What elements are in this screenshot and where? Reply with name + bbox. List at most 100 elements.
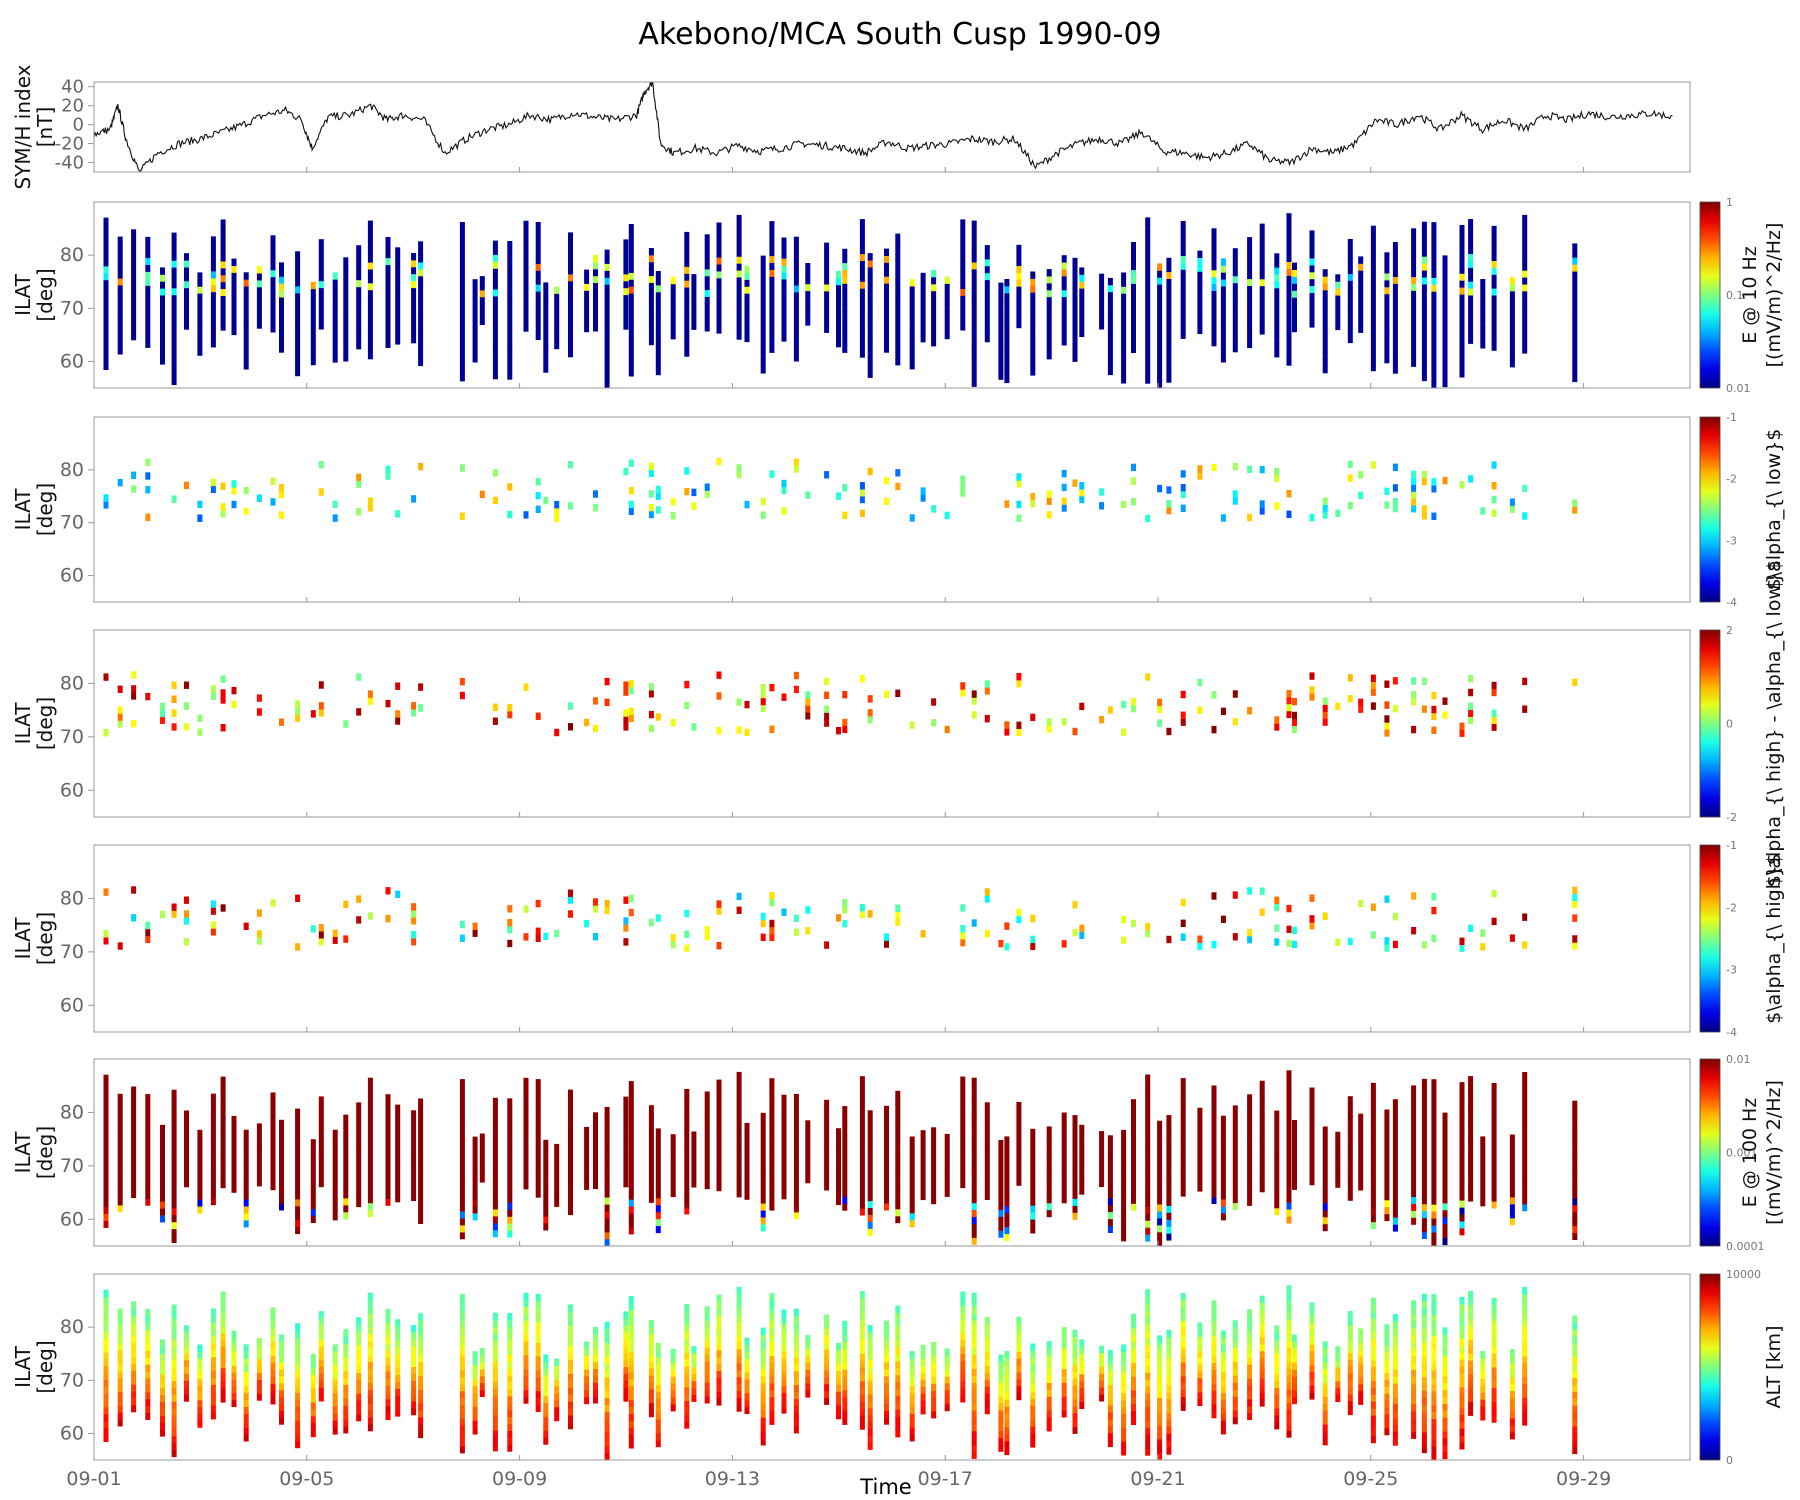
- heatmap-cell: [998, 282, 1004, 290]
- heatmap-cell: [691, 1353, 697, 1361]
- heatmap-cell: [1468, 702, 1474, 711]
- heatmap-cell: [1180, 255, 1186, 263]
- heatmap-cell: [1046, 324, 1052, 332]
- heatmap-cell: [367, 241, 373, 249]
- heatmap-cell: [1358, 1155, 1364, 1163]
- heatmap-cell: [1211, 1085, 1217, 1093]
- heatmap-cell: [1392, 913, 1398, 921]
- heatmap-cell: [1411, 1175, 1417, 1184]
- heatmap-cell: [704, 1140, 710, 1148]
- heatmap-cell: [867, 1193, 873, 1202]
- heatmap-cell: [623, 1339, 629, 1347]
- heatmap-cell: [568, 1332, 573, 1340]
- heatmap-cell: [145, 1343, 151, 1351]
- heatmap-cell: [781, 272, 787, 280]
- heatmap-cell: [781, 486, 787, 495]
- heatmap-cell: [220, 503, 226, 511]
- heatmap-cell: [332, 279, 338, 287]
- heatmap-cell: [998, 1216, 1004, 1224]
- heatmap-cell: [220, 1083, 226, 1091]
- heatmap-cell: [145, 1322, 151, 1331]
- heatmap-cell: [103, 673, 109, 681]
- heatmap-cell: [920, 307, 926, 315]
- heatmap-cell: [944, 1168, 950, 1177]
- heatmap-cell: [760, 276, 766, 284]
- heatmap-cell: [210, 1176, 216, 1185]
- heatmap-cell: [210, 333, 216, 341]
- heatmap-cell: [859, 322, 865, 331]
- heatmap-cell: [670, 498, 676, 506]
- heatmap-cell: [1442, 372, 1448, 381]
- heatmap-cell: [507, 296, 513, 304]
- heatmap-cell: [1468, 1138, 1474, 1146]
- heatmap-cell: [1131, 338, 1136, 347]
- heatmap-cell: [769, 1203, 775, 1211]
- heatmap-cell: [1247, 244, 1253, 252]
- heatmap-cell: [584, 311, 590, 319]
- heatmap-cell: [1180, 227, 1186, 236]
- heatmap-cell: [492, 1443, 498, 1452]
- heatmap-cell: [760, 1189, 766, 1197]
- heatmap-cell: [310, 1180, 316, 1189]
- heatmap-cell: [210, 1384, 216, 1392]
- heatmap-cell: [535, 1113, 541, 1122]
- heatmap-cell: [931, 1155, 937, 1163]
- heatmap-cell: [793, 1205, 799, 1213]
- heatmap-cell: [231, 300, 237, 308]
- heatmap-cell: [1107, 353, 1113, 362]
- heatmap-cell: [523, 1306, 529, 1314]
- heatmap-cell: [867, 322, 873, 330]
- heatmap-cell: [459, 677, 465, 686]
- heatmap-cell: [243, 1143, 249, 1151]
- heatmap-cell: [343, 1211, 349, 1220]
- heatmap-cell: [220, 1298, 226, 1306]
- heatmap-cell: [145, 1371, 151, 1379]
- heatmap-cell: [568, 1394, 573, 1402]
- heatmap-cell: [1347, 308, 1353, 316]
- heatmap-cell: [395, 309, 401, 317]
- heatmap-cell: [243, 1171, 249, 1179]
- heatmap-cell: [1491, 1166, 1497, 1174]
- heatmap-cell: [716, 1294, 722, 1302]
- heatmap-cell: [1121, 376, 1127, 384]
- heatmap-cell: [472, 341, 478, 349]
- heatmap-cell: [793, 1163, 799, 1171]
- heatmap-cell: [1046, 1202, 1052, 1211]
- heatmap-cell: [492, 1118, 498, 1127]
- heatmap-cell: [310, 330, 316, 338]
- heatmap-cell: [842, 1161, 848, 1169]
- heatmap-cell: [824, 1169, 830, 1177]
- heatmap-cell: [356, 1123, 362, 1131]
- heatmap-cell: [704, 1105, 710, 1113]
- heatmap-cell: [171, 301, 177, 310]
- heatmap-cell: [623, 1352, 629, 1361]
- heatmap-cell: [1061, 331, 1067, 339]
- heatmap-cell: [604, 906, 610, 915]
- heatmap-cell: [1322, 269, 1328, 277]
- heatmap-cell: [1131, 704, 1136, 713]
- heatmap-cell: [492, 1402, 498, 1410]
- heatmap-cell: [395, 1319, 401, 1327]
- heatmap-cell: [507, 1313, 513, 1321]
- heatmap-cell: [459, 1294, 465, 1302]
- heatmap-cell: [295, 1205, 301, 1214]
- heatmap-cell: [736, 1314, 742, 1322]
- heatmap-cell: [418, 324, 424, 332]
- heatmap-cell: [704, 1098, 710, 1106]
- heatmap-cell: [971, 275, 977, 284]
- heatmap-cell: [343, 264, 349, 272]
- heatmap-cell: [395, 1395, 401, 1403]
- heatmap-cell: [1370, 308, 1376, 316]
- heatmap-cell: [1459, 1214, 1465, 1222]
- heatmap-cell: [984, 1102, 990, 1110]
- heatmap-cell: [279, 1410, 284, 1418]
- heatmap-cell: [1431, 339, 1437, 347]
- heatmap-cell: [1157, 484, 1163, 493]
- heatmap-cell: [160, 1401, 165, 1409]
- heatmap-cell: [1180, 718, 1186, 726]
- heatmap-cell: [1491, 343, 1497, 351]
- heatmap-cell: [1392, 498, 1398, 506]
- heatmap-cell: [220, 1395, 226, 1403]
- heatmap-cell: [1522, 705, 1528, 713]
